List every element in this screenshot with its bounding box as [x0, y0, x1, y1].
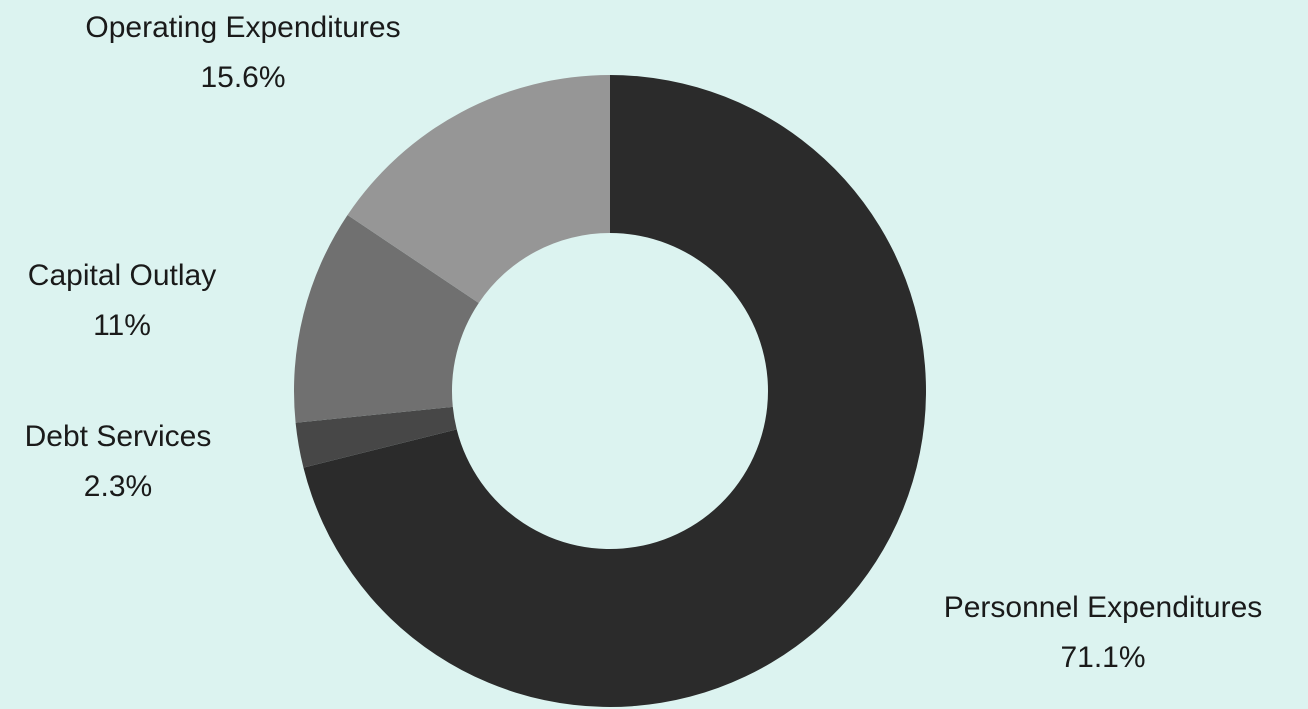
slice-percent-personnel-expenditures: 71.1%	[1060, 641, 1145, 674]
slice-name-personnel-expenditures: Personnel Expenditures	[944, 591, 1263, 624]
slice-personnel-expenditures	[303, 75, 926, 707]
slice-percent-operating-expenditures: 15.6%	[200, 61, 285, 94]
slice-percent-capital-outlay: 11%	[93, 309, 151, 342]
slices-group	[294, 75, 926, 707]
slice-name-debt-services: Debt Services	[25, 420, 212, 453]
slice-name-capital-outlay: Capital Outlay	[28, 259, 216, 292]
slice-name-operating-expenditures: Operating Expenditures	[85, 11, 400, 44]
slice-operating-expenditures	[347, 75, 610, 304]
slice-debt-services	[295, 406, 457, 468]
labels-group: Personnel Expenditures 71.1% Debt Servic…	[25, 11, 1263, 674]
slice-percent-debt-services: 2.3%	[84, 470, 152, 503]
slice-capital-outlay	[294, 215, 479, 423]
